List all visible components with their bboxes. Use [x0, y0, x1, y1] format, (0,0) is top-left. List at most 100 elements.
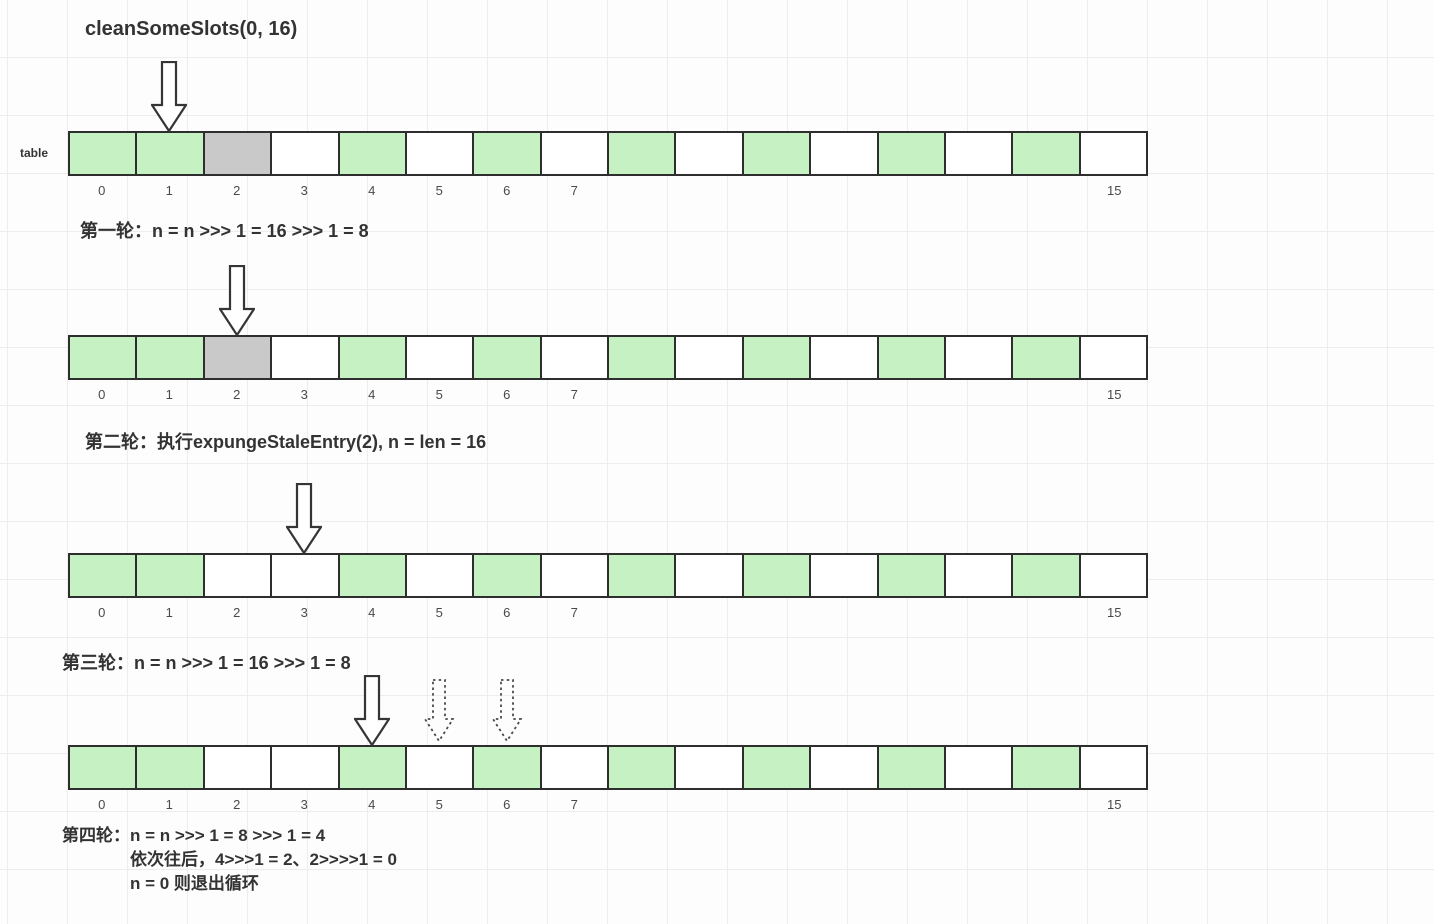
- down-arrow-dotted-cell-6: [491, 679, 523, 748]
- array-2-cell-8: [609, 337, 677, 378]
- array-4-cell-11: [811, 747, 879, 788]
- index-label-9: [676, 797, 744, 812]
- array-1-cell-11: [811, 133, 879, 174]
- index-label-1: 1: [165, 183, 173, 198]
- array-state-round-3: [68, 745, 1148, 790]
- array-3-cell-3: [272, 555, 340, 596]
- array-3-cell-14: [1013, 555, 1081, 596]
- down-arrow-dotted-cell-5: [423, 679, 455, 748]
- index-label-14: [1013, 797, 1081, 812]
- array-2-cell-11: [811, 337, 879, 378]
- array-2-cell-6: [474, 337, 542, 378]
- array-4-cell-6: [474, 747, 542, 788]
- index-label-3: 3: [300, 183, 308, 198]
- array-2-index-labels: 0 1 2 3 4 5 6 7 15: [68, 387, 1148, 402]
- array-1-cell-8: [609, 133, 677, 174]
- index-label-10: [743, 183, 811, 198]
- index-label-14: [1013, 183, 1081, 198]
- array-1-cell-9: [676, 133, 744, 174]
- index-label-6: 6: [503, 387, 511, 402]
- array-2-cell-7: [541, 337, 609, 378]
- array-4-cell-1: [137, 747, 205, 788]
- array-3-cell-6: [474, 555, 542, 596]
- index-label-2: 2: [233, 183, 241, 198]
- array-3-cell-8: [609, 555, 677, 596]
- round-3-label: 第三轮：: [62, 653, 134, 673]
- round-2-label: 第二轮：: [85, 432, 157, 452]
- index-label-2: 2: [233, 797, 241, 812]
- array-3-cell-7: [541, 555, 609, 596]
- index-label-7: 7: [570, 387, 578, 402]
- array-2-cell-3: [272, 337, 340, 378]
- index-label-0: 0: [98, 387, 106, 402]
- array-3-cell-10: [743, 555, 812, 596]
- array-3-index-labels: 0 1 2 3 4 5 6 7 15: [68, 605, 1148, 620]
- array-3-cell-5: [406, 555, 475, 596]
- round-1-text: 第一轮：n = n >>> 1 = 16 >>> 1 = 8: [80, 217, 369, 243]
- array-1-cell-6: [474, 133, 542, 174]
- array-2-cell-12: [878, 337, 946, 378]
- array-4-cell-2: [204, 747, 273, 788]
- index-label-7: 7: [570, 605, 578, 620]
- array-2-cell-10: [743, 337, 812, 378]
- array-3-cell-11: [811, 555, 879, 596]
- index-label-5: 5: [435, 605, 443, 620]
- index-label-11: [811, 605, 879, 620]
- array-1-cell-2: [204, 133, 273, 174]
- array-2-cell-4: [339, 337, 407, 378]
- array-3-cell-9: [676, 555, 744, 596]
- index-label-12: [878, 605, 946, 620]
- round-2-text: 第二轮：执行expungeStaleEntry(2), n = len = 16: [85, 428, 486, 454]
- array-1-cell-12: [878, 133, 946, 174]
- index-label-11: [811, 387, 879, 402]
- index-label-7: 7: [570, 183, 578, 198]
- index-label-15: 15: [1107, 797, 1122, 812]
- array-state-round-2: [68, 553, 1148, 598]
- array-1-cell-10: [743, 133, 812, 174]
- array-1-cell-13: [945, 133, 1014, 174]
- round-4-line-3: n = 0 则退出循环: [130, 874, 259, 893]
- index-label-13: [946, 183, 1014, 198]
- array-4-cell-7: [541, 747, 609, 788]
- index-label-10: [743, 797, 811, 812]
- round-1-label: 第一轮：: [80, 221, 152, 241]
- array-state-initial: [68, 131, 1148, 176]
- array-2-cell-2: [204, 337, 273, 378]
- array-3-cell-12: [878, 555, 946, 596]
- index-label-6: 6: [503, 797, 511, 812]
- array-4-cell-0: [70, 747, 138, 788]
- index-label-7: 7: [570, 797, 578, 812]
- round-2-formula: 执行expungeStaleEntry(2), n = len = 16: [157, 432, 487, 452]
- array-2-cell-9: [676, 337, 744, 378]
- array-4-cell-8: [609, 747, 677, 788]
- index-label-13: [946, 797, 1014, 812]
- array-1-cell-7: [541, 133, 609, 174]
- index-label-3: 3: [300, 387, 308, 402]
- array-1-cell-14: [1013, 133, 1081, 174]
- index-label-4: 4: [368, 797, 376, 812]
- array-4-index-labels: 0 1 2 3 4 5 6 7 15: [68, 797, 1148, 812]
- array-3-cell-4: [339, 555, 407, 596]
- index-label-15: 15: [1107, 605, 1122, 620]
- index-label-5: 5: [435, 387, 443, 402]
- array-3-cell-15: [1080, 555, 1146, 596]
- array-3-cell-1: [137, 555, 205, 596]
- index-label-3: 3: [300, 605, 308, 620]
- array-state-round-1: [68, 335, 1148, 380]
- index-label-12: [878, 387, 946, 402]
- table-label: table: [20, 146, 49, 160]
- index-label-8: [608, 797, 676, 812]
- array-4-cell-5: [406, 747, 475, 788]
- array-4-cell-4: [339, 747, 407, 788]
- index-label-5: 5: [435, 183, 443, 198]
- array-3-cell-2: [204, 555, 273, 596]
- round-3-text: 第三轮：n = n >>> 1 = 16 >>> 1 = 8: [62, 649, 351, 675]
- array-1-cell-15: [1080, 133, 1146, 174]
- index-label-12: [878, 797, 946, 812]
- index-label-9: [676, 183, 744, 198]
- index-label-8: [608, 183, 676, 198]
- index-label-4: 4: [368, 605, 376, 620]
- array-3-cell-13: [945, 555, 1014, 596]
- page-title: cleanSomeSlots(0, 16): [85, 18, 298, 40]
